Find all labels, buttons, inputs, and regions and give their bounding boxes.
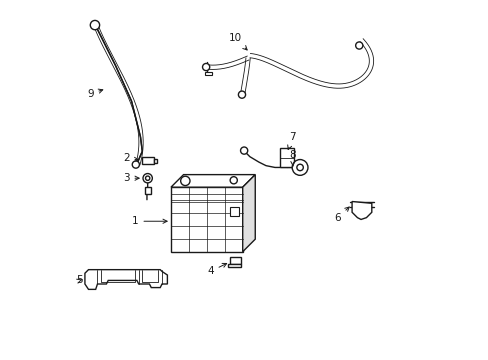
- Text: 5: 5: [76, 275, 82, 285]
- Text: 8: 8: [289, 150, 296, 166]
- Circle shape: [238, 91, 245, 98]
- Circle shape: [355, 42, 362, 49]
- Text: 10: 10: [228, 33, 246, 50]
- Circle shape: [145, 176, 149, 180]
- Bar: [142, 157, 153, 164]
- Bar: [204, 72, 212, 75]
- Text: 6: 6: [334, 207, 348, 222]
- Text: 4: 4: [207, 264, 226, 276]
- Polygon shape: [242, 175, 255, 252]
- Bar: [230, 207, 239, 216]
- Text: 3: 3: [122, 173, 139, 183]
- Circle shape: [142, 174, 152, 183]
- Bar: [153, 159, 156, 163]
- Text: 2: 2: [122, 153, 138, 163]
- Bar: [230, 257, 241, 264]
- Circle shape: [202, 63, 209, 71]
- Circle shape: [230, 177, 237, 184]
- Text: 1: 1: [132, 216, 167, 226]
- Polygon shape: [171, 175, 255, 187]
- Bar: [171, 187, 242, 252]
- Circle shape: [132, 161, 139, 168]
- Circle shape: [292, 159, 307, 175]
- Circle shape: [240, 147, 247, 154]
- Bar: [228, 264, 241, 267]
- Text: 7: 7: [287, 132, 296, 149]
- Bar: [280, 148, 293, 167]
- Polygon shape: [351, 202, 371, 220]
- Circle shape: [296, 164, 303, 171]
- Polygon shape: [85, 270, 167, 289]
- Circle shape: [180, 176, 190, 185]
- Circle shape: [90, 21, 100, 30]
- Bar: [144, 187, 150, 194]
- Text: 9: 9: [87, 89, 102, 99]
